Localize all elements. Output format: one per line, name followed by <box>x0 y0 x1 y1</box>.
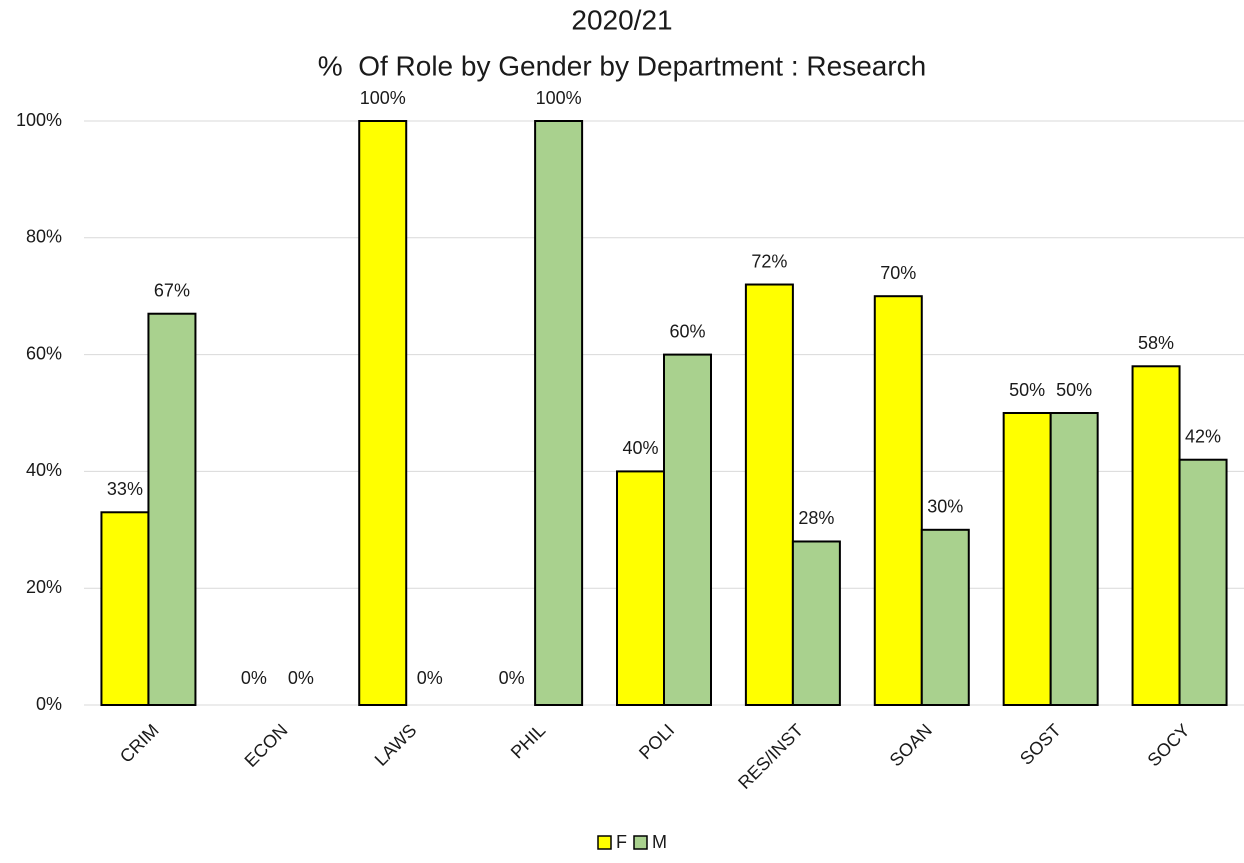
data-label: 0% <box>288 668 314 688</box>
y-tick-label: 20% <box>26 577 62 597</box>
bar <box>616 470 665 706</box>
bar <box>744 283 794 706</box>
data-label: 50% <box>1009 380 1045 400</box>
bar <box>1002 412 1052 706</box>
x-tick-label: ECON <box>241 720 292 771</box>
x-tick-label: POLI <box>635 720 678 763</box>
bar <box>663 353 712 706</box>
data-label: 67% <box>154 280 190 300</box>
y-tick-label: 100% <box>16 110 62 130</box>
data-label: 40% <box>622 438 658 458</box>
bar <box>791 540 841 706</box>
x-tick-label: CRIM <box>116 720 163 767</box>
chart-subtitle: % Of Role by Gender by Department : Rese… <box>318 50 927 81</box>
y-tick-label: 0% <box>36 694 62 714</box>
y-tick-label: 60% <box>26 343 62 363</box>
legend-label: M <box>652 832 667 852</box>
y-tick-label: 40% <box>26 460 62 480</box>
bar <box>1178 458 1228 706</box>
bar <box>920 528 970 706</box>
data-label: 50% <box>1056 380 1092 400</box>
chart-title: 2020/21 <box>571 4 672 35</box>
bar <box>147 312 197 706</box>
x-tick-label: RES/INST <box>734 720 807 793</box>
bar <box>873 295 923 706</box>
data-label: 100% <box>536 88 582 108</box>
data-label: 42% <box>1185 426 1221 446</box>
data-label: 30% <box>927 497 963 517</box>
bar <box>100 511 150 707</box>
data-label: 33% <box>107 479 143 499</box>
legend-swatch <box>597 835 612 850</box>
data-label: 100% <box>360 88 406 108</box>
data-label: 0% <box>241 668 267 688</box>
x-tick-label: PHIL <box>507 720 549 762</box>
legend-label: F <box>616 832 627 852</box>
data-label: 58% <box>1138 333 1174 353</box>
x-tick-label: LAWS <box>371 720 421 770</box>
data-label: 70% <box>880 263 916 283</box>
legend-swatch <box>633 835 648 850</box>
data-label: 0% <box>499 668 525 688</box>
data-label: 0% <box>417 668 443 688</box>
x-tick-label: SOST <box>1016 720 1065 769</box>
bar <box>358 120 408 706</box>
bar <box>534 120 584 706</box>
data-label: 60% <box>669 321 705 341</box>
bar <box>1131 365 1181 706</box>
x-tick-label: SOCY <box>1144 720 1194 770</box>
data-label: 72% <box>751 251 787 271</box>
bar <box>1049 412 1099 706</box>
x-tick-label: SOAN <box>886 720 936 770</box>
y-tick-label: 80% <box>26 227 62 247</box>
data-label: 28% <box>798 508 834 528</box>
